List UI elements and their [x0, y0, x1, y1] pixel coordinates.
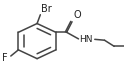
Text: F: F	[2, 53, 8, 63]
Text: Br: Br	[41, 4, 52, 14]
Text: O: O	[73, 10, 81, 20]
Text: HN: HN	[80, 35, 93, 44]
